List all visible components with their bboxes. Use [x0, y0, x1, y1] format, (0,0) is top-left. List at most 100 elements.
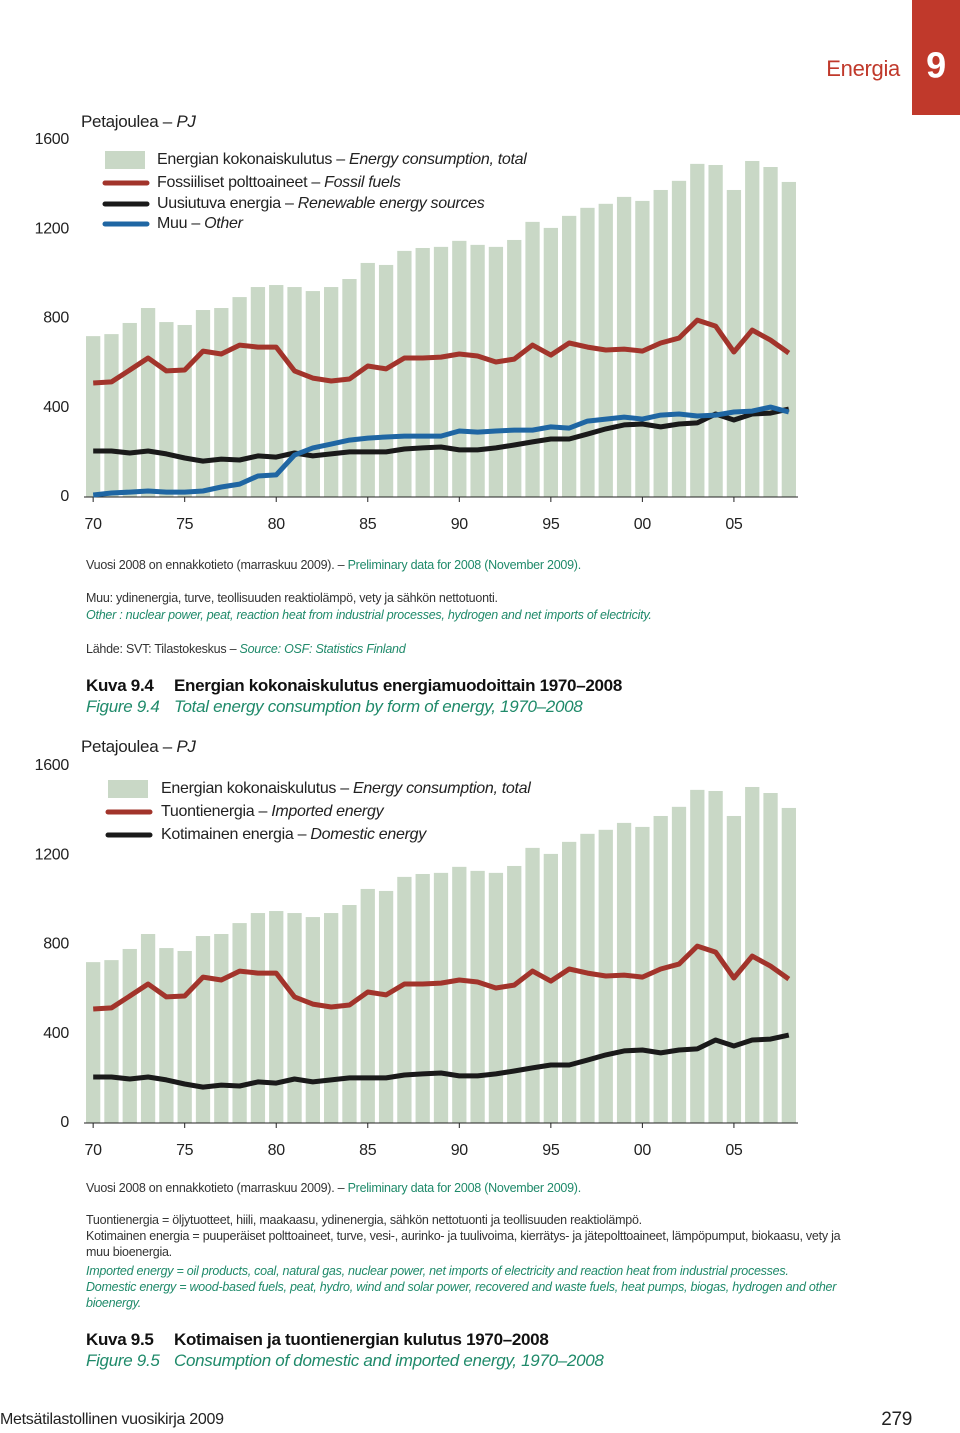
note-fi: Vuosi 2008 on ennakkotieto (marraskuu 20… — [86, 558, 345, 572]
line — [93, 317, 791, 386]
x-tick-label: 95 — [542, 516, 560, 533]
bar — [177, 324, 192, 497]
x-tick-label: 00 — [634, 516, 652, 533]
y-tick-label: 1600 — [35, 131, 70, 148]
line — [93, 1032, 790, 1090]
note-en: Source: OSF: Statistics Finland — [239, 642, 406, 656]
bar — [104, 334, 119, 497]
caption-title: Total energy consumption by form of ener… — [174, 697, 583, 716]
note-en: Domestic energy = wood-based fuels, peat… — [86, 1280, 837, 1310]
x-tick-label: 85 — [359, 516, 377, 533]
x-tick-label: 70 — [85, 1142, 103, 1159]
bar — [763, 166, 778, 498]
note-fi: Muu: ydinenergia, turve, teollisuuden re… — [86, 591, 498, 605]
legend-swatch — [108, 780, 148, 798]
bar — [507, 865, 522, 1123]
footer-publication: Metsätilastollinen vuosikirja 2009 — [0, 1411, 224, 1428]
section-title: Energia — [826, 56, 901, 81]
bar — [397, 876, 412, 1123]
x-tick-label: 05 — [725, 1142, 743, 1159]
bar — [433, 872, 449, 1123]
bar — [140, 308, 156, 497]
chapter-number: 9 — [926, 45, 946, 86]
bar — [195, 310, 211, 497]
y-tick-label: 0 — [60, 1114, 69, 1131]
bar — [250, 913, 266, 1123]
note-fi: Vuosi 2008 on ennakkotieto (marraskuu 20… — [86, 1181, 345, 1195]
bar — [305, 917, 320, 1123]
bar — [580, 833, 595, 1123]
note-en: Imported energy = oil products, coal, na… — [86, 1264, 789, 1278]
bar — [415, 247, 430, 497]
caption-label: Figure 9.4 — [86, 697, 160, 716]
bar — [269, 285, 284, 497]
bar — [562, 215, 577, 498]
bar — [378, 890, 394, 1123]
footer-page: 279 — [881, 1409, 912, 1430]
bar — [488, 872, 504, 1123]
bar — [580, 207, 595, 497]
bar — [324, 287, 339, 497]
legend-label: Uusiutuva energia – Renewable energy sou… — [157, 195, 485, 212]
note-en: Preliminary data for 2008 (November 2009… — [347, 558, 582, 572]
y-tick-label: 1200 — [35, 846, 70, 863]
caption-title: Energian kokonaiskulutus energiamuodoitt… — [174, 676, 622, 695]
bar — [488, 246, 504, 497]
legend-label: Fossiiliset polttoaineet – Fossil fuels — [157, 174, 401, 191]
bar — [452, 866, 467, 1123]
bar — [324, 913, 339, 1123]
legend-label: Muu – Other — [157, 215, 244, 232]
x-tick-label: 80 — [268, 1142, 286, 1159]
bar — [562, 841, 577, 1123]
x-tick-label: 90 — [451, 516, 469, 533]
y-tick-label: 1600 — [35, 757, 70, 774]
caption-label: Figure 9.5 — [86, 1351, 160, 1370]
bar — [86, 336, 101, 497]
note: Lähde: SVT: Tilastokeskus – Source: OSF:… — [86, 641, 406, 657]
y-tick-label: 800 — [43, 936, 69, 953]
bar — [397, 250, 412, 497]
bar — [525, 847, 540, 1123]
x-tick-label: 80 — [268, 516, 286, 533]
chapter-box — [912, 0, 960, 115]
bar — [287, 287, 302, 497]
bar — [104, 960, 119, 1123]
caption-label: Kuva 9.5 — [86, 1330, 154, 1349]
bar — [360, 262, 375, 497]
bar — [287, 913, 302, 1123]
bar — [781, 807, 796, 1123]
bar — [140, 934, 156, 1123]
bar — [269, 911, 284, 1123]
bar — [214, 934, 229, 1123]
bar — [360, 888, 375, 1123]
legend-label: Energian kokonaiskulutus – Energy consum… — [161, 780, 531, 797]
y-tick-label: 0 — [60, 488, 69, 505]
bar — [470, 870, 485, 1123]
bar — [177, 950, 192, 1123]
bar — [781, 181, 796, 497]
y-tick-label: 400 — [43, 1025, 69, 1042]
bar — [250, 287, 266, 497]
x-tick-label: 00 — [634, 1142, 652, 1159]
legend-swatch — [105, 151, 145, 169]
bar — [122, 948, 137, 1123]
y-tick-label: 800 — [43, 310, 69, 327]
bar — [122, 322, 137, 497]
bar — [232, 923, 247, 1123]
y-tick-label: 400 — [43, 399, 69, 416]
x-tick-label: 75 — [176, 516, 194, 533]
x-tick-label: 70 — [85, 516, 103, 533]
note-en: Preliminary data for 2008 (November 2009… — [347, 1181, 582, 1195]
bar — [543, 227, 558, 497]
caption-title: Consumption of domestic and imported ene… — [174, 1351, 604, 1370]
bar — [507, 239, 522, 497]
legend-label: Tuontienergia – Imported energy — [161, 803, 385, 820]
bar — [305, 291, 320, 497]
caption-title: Kotimaisen ja tuontienergian kulutus 197… — [174, 1330, 549, 1349]
bar — [543, 853, 558, 1123]
line — [93, 943, 791, 1012]
bar — [342, 905, 357, 1123]
bar — [690, 163, 705, 497]
